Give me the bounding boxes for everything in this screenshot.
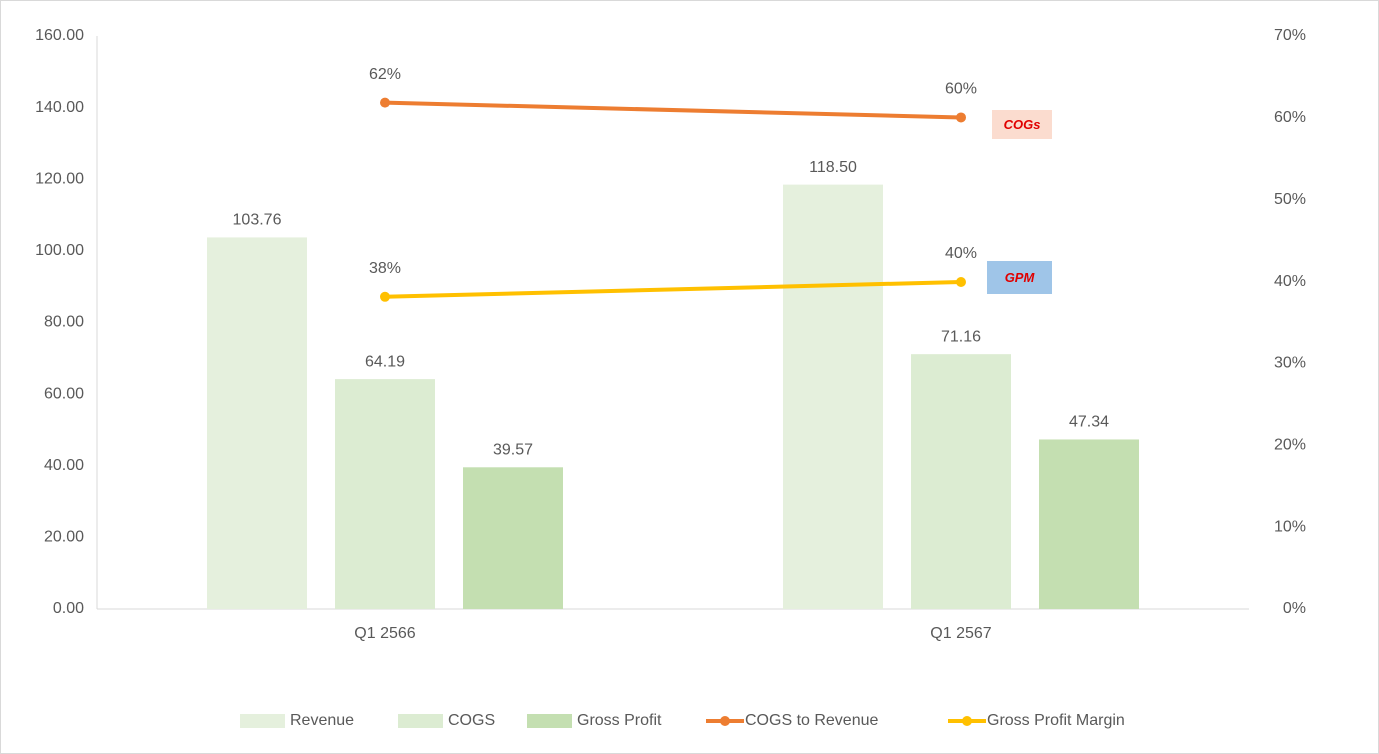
y-tick-label: 120.00 — [35, 170, 84, 187]
line-marker — [956, 112, 966, 123]
y2-tick-label: 70% — [1274, 27, 1306, 44]
bar — [783, 184, 883, 609]
y2-tick-label: 50% — [1274, 191, 1306, 208]
data-label: 64.19 — [365, 353, 405, 370]
annotation-text: COGs — [1004, 117, 1041, 132]
data-label: 40% — [945, 245, 977, 262]
line-marker — [956, 276, 966, 287]
legend-label: Revenue — [290, 712, 354, 729]
x-tick-label: Q1 2566 — [354, 625, 415, 642]
bar — [335, 379, 435, 609]
legend-swatch — [240, 714, 285, 728]
y2-tick-label: 10% — [1274, 518, 1306, 535]
annotation-box — [987, 261, 1052, 294]
legend-marker — [962, 716, 972, 726]
y-tick-label: 20.00 — [44, 529, 84, 546]
y-tick-label: 140.00 — [35, 99, 84, 116]
legend-label: COGS to Revenue — [745, 712, 879, 729]
data-label: 62% — [369, 66, 401, 83]
data-label: 47.34 — [1069, 414, 1109, 431]
bar — [207, 237, 307, 610]
y-tick-label: 80.00 — [44, 314, 84, 331]
y2-tick-label: 60% — [1274, 109, 1306, 126]
y-tick-label: 60.00 — [44, 385, 84, 402]
bar — [1039, 439, 1139, 609]
legend-label: Gross Profit — [577, 712, 662, 729]
y2-tick-label: 20% — [1274, 437, 1306, 454]
line-series — [384, 279, 962, 299]
data-label: 71.16 — [941, 328, 981, 345]
y-tick-label: 160.00 — [35, 27, 84, 44]
legend-label: Gross Profit Margin — [987, 712, 1125, 729]
y-tick-label: 100.00 — [35, 242, 84, 259]
data-label: 103.76 — [233, 212, 282, 229]
data-label: 60% — [945, 81, 977, 98]
legend-swatch — [398, 714, 443, 728]
line-series — [384, 100, 962, 120]
y2-tick-label: 30% — [1274, 355, 1306, 372]
bar — [911, 354, 1011, 609]
data-label: 38% — [369, 260, 401, 277]
legend-label: COGS — [448, 712, 495, 729]
legend-swatch — [527, 714, 572, 728]
line-marker — [380, 97, 390, 108]
y-tick-label: 40.00 — [44, 457, 84, 474]
y-tick-label: 0.00 — [53, 600, 84, 617]
line-marker — [380, 291, 390, 302]
data-label: 118.50 — [809, 159, 857, 176]
x-tick-label: Q1 2567 — [930, 625, 991, 642]
data-label: 39.57 — [493, 442, 533, 459]
annotation-text: GPM — [1005, 270, 1036, 285]
annotation-box — [992, 110, 1052, 139]
y2-tick-label: 40% — [1274, 273, 1306, 290]
bar — [463, 467, 563, 609]
legend-marker — [720, 716, 730, 726]
y2-tick-label: 0% — [1283, 600, 1306, 617]
